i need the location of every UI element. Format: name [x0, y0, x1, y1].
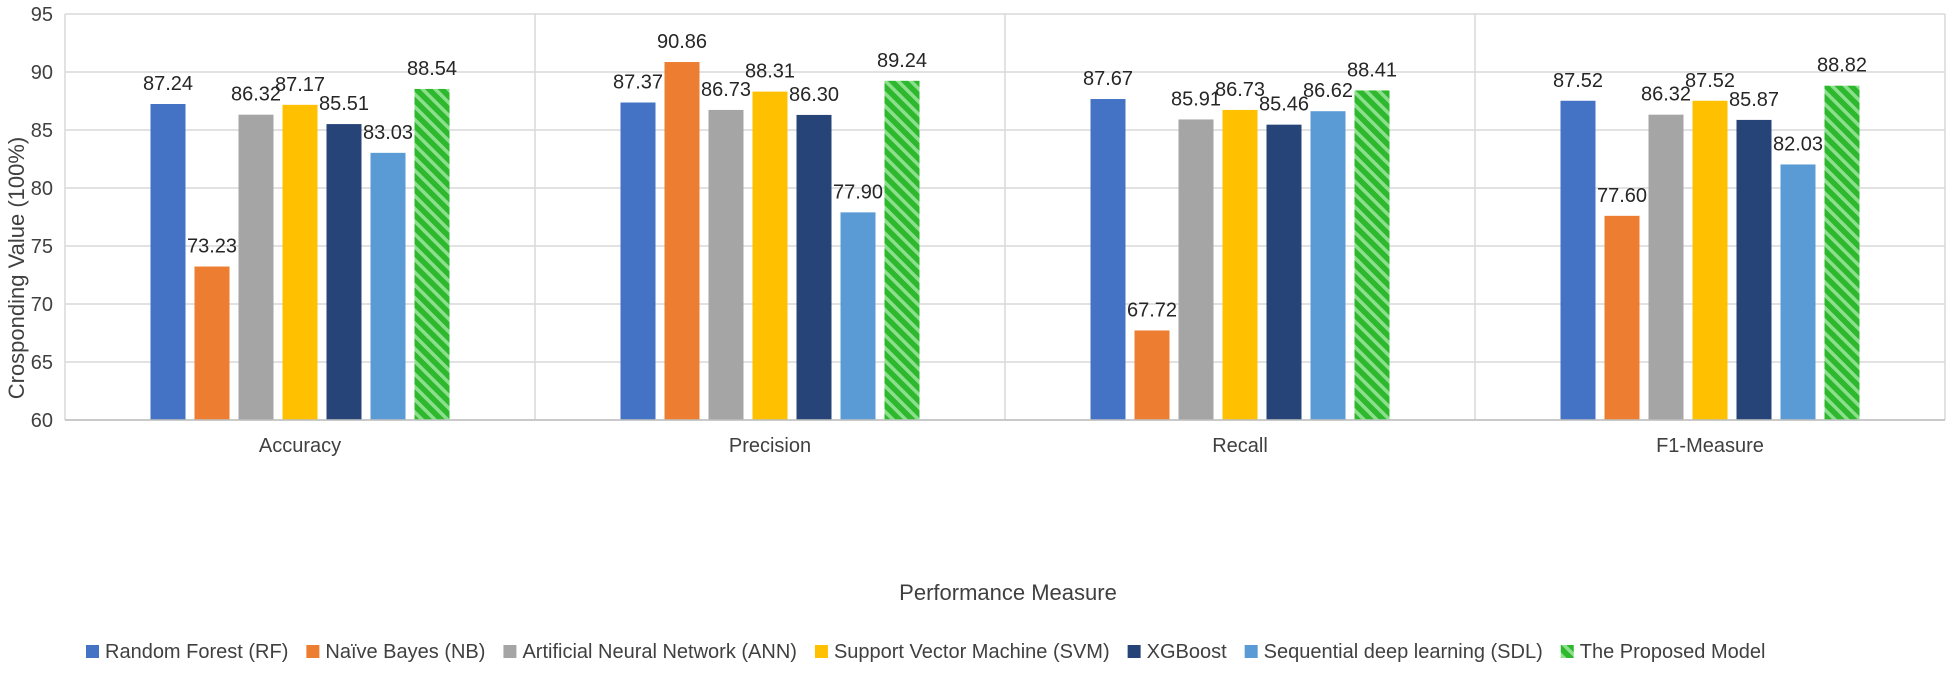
y-tick-label: 80	[31, 178, 53, 200]
data-label: 87.52	[1685, 70, 1735, 92]
data-label: 85.51	[319, 93, 369, 115]
bar	[414, 88, 450, 420]
x-axis-title: Performance Measure	[899, 580, 1117, 605]
x-tick-label: Accuracy	[259, 435, 341, 457]
bars	[150, 62, 1860, 421]
legend-swatch	[306, 645, 320, 658]
data-label: 86.62	[1303, 80, 1353, 102]
data-label: 85.46	[1259, 94, 1309, 116]
bar	[1648, 114, 1684, 421]
data-label: 87.37	[613, 72, 663, 94]
bar	[1560, 100, 1596, 420]
bar	[1736, 119, 1772, 421]
legend-swatch	[814, 645, 828, 658]
data-label: 88.41	[1347, 59, 1397, 81]
y-tick-label: 65	[31, 352, 53, 374]
axes: 60 65 70 75 80 85 90 95 Accuracy Precision Recall F…	[31, 4, 1945, 457]
legend-swatch	[1560, 645, 1574, 658]
legend-label: Support Vector Machine (SVM)	[834, 641, 1110, 663]
data-label: 88.54	[407, 58, 457, 80]
legend-label: Naïve Bayes (NB)	[325, 641, 485, 663]
legend-swatch	[503, 645, 517, 658]
data-label: 87.52	[1553, 70, 1603, 92]
bar	[1090, 99, 1126, 420]
bar	[238, 114, 274, 421]
data-labels: 87.2473.2386.3287.1785.5183.0388.5487.37…	[143, 31, 1867, 321]
data-label: 83.03	[363, 122, 413, 144]
legend-label: The Proposed Model	[1580, 641, 1766, 663]
data-label: 82.03	[1773, 133, 1823, 155]
legend-swatch	[1127, 645, 1141, 658]
legend-label: Sequential deep learning (SDL)	[1264, 641, 1543, 663]
x-tick-label: Precision	[729, 435, 811, 457]
bar	[282, 104, 318, 420]
bar	[1178, 119, 1214, 420]
bar	[1310, 111, 1346, 420]
bar	[1824, 85, 1860, 421]
bar	[884, 80, 920, 420]
bar	[752, 91, 788, 420]
data-label: 67.72	[1127, 299, 1177, 321]
data-label: 77.60	[1597, 185, 1647, 207]
y-tick-label: 75	[31, 236, 53, 258]
bar	[370, 152, 406, 421]
data-label: 86.30	[789, 84, 839, 106]
legend-swatch	[1244, 645, 1258, 658]
legend-label: Random Forest (RF)	[105, 641, 288, 663]
x-tick-label: Recall	[1212, 435, 1268, 457]
y-tick-label: 95	[31, 4, 53, 26]
data-label: 86.73	[701, 79, 751, 101]
data-label: 87.67	[1083, 68, 1133, 90]
data-label: 86.32	[1641, 84, 1691, 106]
bar	[840, 212, 876, 420]
bar	[1134, 330, 1170, 420]
legend: Random Forest (RF) Naïve Bayes (NB) Artifi…	[86, 641, 1765, 663]
bar	[150, 104, 186, 421]
y-tick-label: 70	[31, 294, 53, 316]
legend-label: XGBoost	[1147, 641, 1227, 663]
data-label: 88.82	[1817, 55, 1867, 77]
bar	[708, 109, 744, 420]
data-label: 86.73	[1215, 79, 1265, 101]
bar	[1692, 100, 1728, 420]
bar	[1604, 215, 1640, 420]
x-tick-label: F1-Measure	[1656, 435, 1764, 457]
bar	[1780, 164, 1816, 420]
bar	[620, 102, 656, 421]
data-label: 85.91	[1171, 88, 1221, 110]
bar	[1354, 90, 1390, 420]
data-label: 90.86	[657, 31, 707, 53]
bar	[326, 124, 362, 421]
bar	[194, 266, 230, 420]
y-tick-label: 85	[31, 120, 53, 142]
bar	[1222, 109, 1258, 420]
data-label: 73.23	[187, 236, 237, 258]
data-label: 77.90	[833, 181, 883, 203]
data-label: 85.87	[1729, 89, 1779, 111]
data-label: 89.24	[877, 50, 927, 72]
y-tick-label: 90	[31, 62, 53, 84]
y-tick-label: 60	[31, 410, 53, 432]
legend-label: Artificial Neural Network (ANN)	[522, 641, 797, 663]
data-label: 86.32	[231, 84, 281, 106]
y-axis-title: Crosponding Value (100%)	[4, 137, 29, 400]
bar	[664, 62, 700, 421]
data-label: 87.24	[143, 73, 193, 95]
bar	[1266, 124, 1302, 420]
data-label: 87.17	[275, 74, 325, 96]
bar	[796, 114, 832, 421]
data-label: 88.31	[745, 61, 795, 83]
legend-swatch	[86, 645, 99, 658]
